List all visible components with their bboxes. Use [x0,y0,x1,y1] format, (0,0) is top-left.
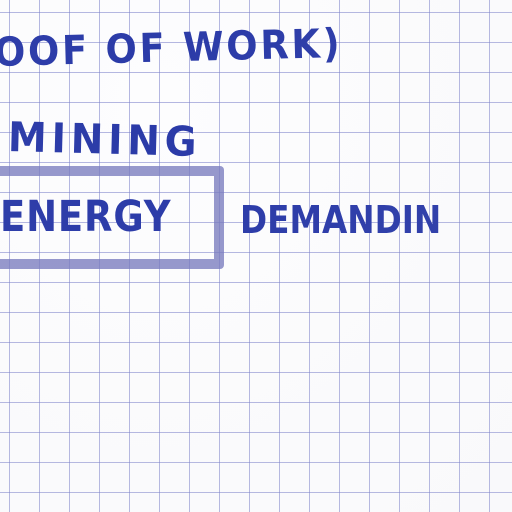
handwritten-line-proof-of-work: OOF OF WORK) [0,20,343,76]
handwritten-word-demandin: DEMANDIN [240,198,442,242]
handwritten-word-energy: ENERGY [0,192,172,242]
handwritten-line-mining: MINING [7,113,202,167]
highlight-box [0,166,224,269]
